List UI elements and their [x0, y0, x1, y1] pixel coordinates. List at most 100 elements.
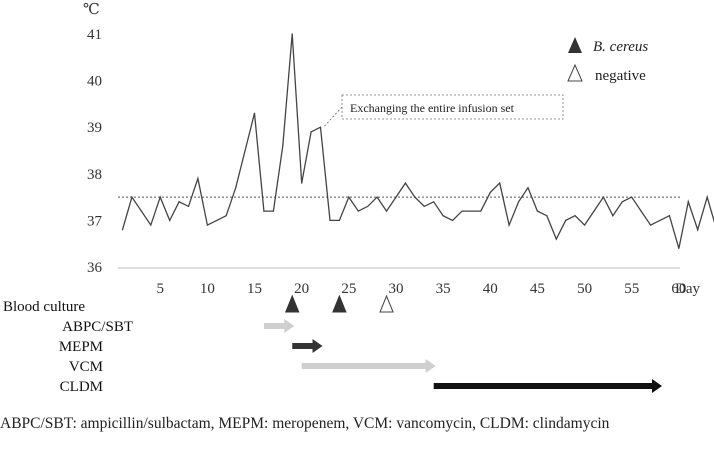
data-point [565, 219, 567, 221]
treatment-bar [433, 383, 655, 389]
data-point [244, 149, 246, 152]
data-point [310, 131, 312, 133]
data-point [489, 191, 491, 194]
y-tick-label: 40 [87, 74, 102, 90]
data-point [640, 210, 642, 212]
data-point [517, 201, 520, 203]
data-point [263, 210, 265, 212]
y-tick-label: 36 [87, 260, 103, 276]
data-point [121, 229, 124, 231]
data-point [395, 196, 397, 198]
legend-label-negative: negative [595, 68, 646, 84]
x-tick-label: 50 [577, 281, 592, 297]
data-point [451, 219, 454, 221]
treatment-arrowhead [312, 339, 323, 353]
data-point [583, 224, 586, 226]
data-point [536, 210, 539, 212]
treatment-arrowhead [652, 379, 663, 393]
y-tick-label: 41 [87, 27, 102, 43]
data-point [621, 201, 623, 203]
treatment-label: MEPM [59, 339, 103, 355]
y-tick-label: 37 [87, 213, 103, 229]
data-point [461, 210, 463, 212]
data-point [178, 201, 180, 203]
data-point [423, 205, 425, 208]
data-point [197, 177, 199, 180]
blood-culture-positive-triangle [284, 294, 300, 313]
data-point [206, 224, 208, 226]
data-point [329, 219, 331, 221]
y-tick-label: 38 [87, 167, 102, 183]
data-point [338, 219, 340, 221]
x-tick-label: 60 [671, 281, 686, 297]
annotation-leader-line [323, 106, 343, 128]
data-point [631, 196, 633, 198]
data-point [253, 112, 256, 114]
x-tick-label: 45 [530, 281, 545, 297]
y-tick-labels: 36 37 38 39 40 41 [87, 27, 103, 276]
data-point [235, 187, 237, 189]
treatment-arrowhead [425, 359, 436, 373]
legend-filled-triangle-icon [568, 37, 582, 53]
data-point [508, 224, 510, 226]
treatment-label: CLDM [60, 379, 103, 395]
data-point [376, 196, 378, 198]
data-point [678, 247, 680, 249]
data-point [301, 182, 303, 184]
data-point [159, 196, 161, 198]
data-point [687, 201, 689, 203]
blood-culture-negative-triangle [379, 294, 394, 313]
blood-culture-positive-triangle [332, 294, 347, 313]
x-tick-label: 40 [483, 281, 498, 297]
data-point [546, 215, 548, 217]
annotation: Exchanging the entire infusion set [323, 94, 564, 128]
data-point [574, 215, 576, 217]
data-point [659, 219, 661, 221]
data-point [593, 210, 595, 212]
treatment-arrowhead [284, 319, 295, 333]
blood-culture-markers [284, 294, 394, 313]
data-point [602, 196, 605, 198]
legend: B. cereus negative [567, 37, 648, 84]
y-tick-label: 39 [87, 120, 102, 136]
treatment-bar [263, 323, 287, 329]
data-point [367, 205, 369, 208]
data-point [348, 196, 350, 198]
data-point [470, 210, 473, 212]
data-point [357, 210, 359, 212]
annotation-box [341, 94, 564, 120]
x-tick-label: 20 [294, 281, 309, 297]
x-tick-label: 55 [624, 281, 639, 297]
data-point [150, 224, 152, 226]
data-point [555, 238, 557, 240]
series-line-temperature [121, 33, 714, 249]
data-point [433, 201, 435, 203]
data-point [480, 210, 482, 212]
treatment-bar [292, 343, 315, 349]
treatment-label: VCM [69, 359, 103, 375]
treatment-label: ABPC/SBT [62, 319, 133, 335]
x-tick-label: 30 [388, 281, 403, 297]
y-axis-unit-label: ℃ [83, 2, 100, 18]
data-point [187, 205, 190, 208]
blood-culture-label: Blood culture [3, 299, 85, 315]
data-point [291, 33, 293, 35]
annotation-text: Exchanging the entire infusion set [350, 101, 515, 115]
data-point [140, 210, 142, 212]
data-point [404, 182, 406, 184]
x-tick-label: 25 [341, 281, 356, 297]
data-point [385, 210, 388, 212]
x-tick-label: 5 [156, 281, 164, 297]
data-point [216, 219, 218, 221]
x-tick-labels: 5101520253035404550556065 [156, 281, 686, 297]
x-tick-label: 15 [247, 281, 262, 297]
data-point [649, 224, 652, 226]
abbreviation-footnote: ABPC/SBT: ampicillin/sulbactam, MEPM: me… [0, 415, 610, 432]
data-point [668, 215, 671, 217]
treatment-bar [301, 363, 428, 369]
data-point [697, 229, 699, 231]
data-point [131, 196, 133, 198]
legend-open-triangle-icon [567, 63, 583, 82]
data-point [169, 219, 171, 221]
